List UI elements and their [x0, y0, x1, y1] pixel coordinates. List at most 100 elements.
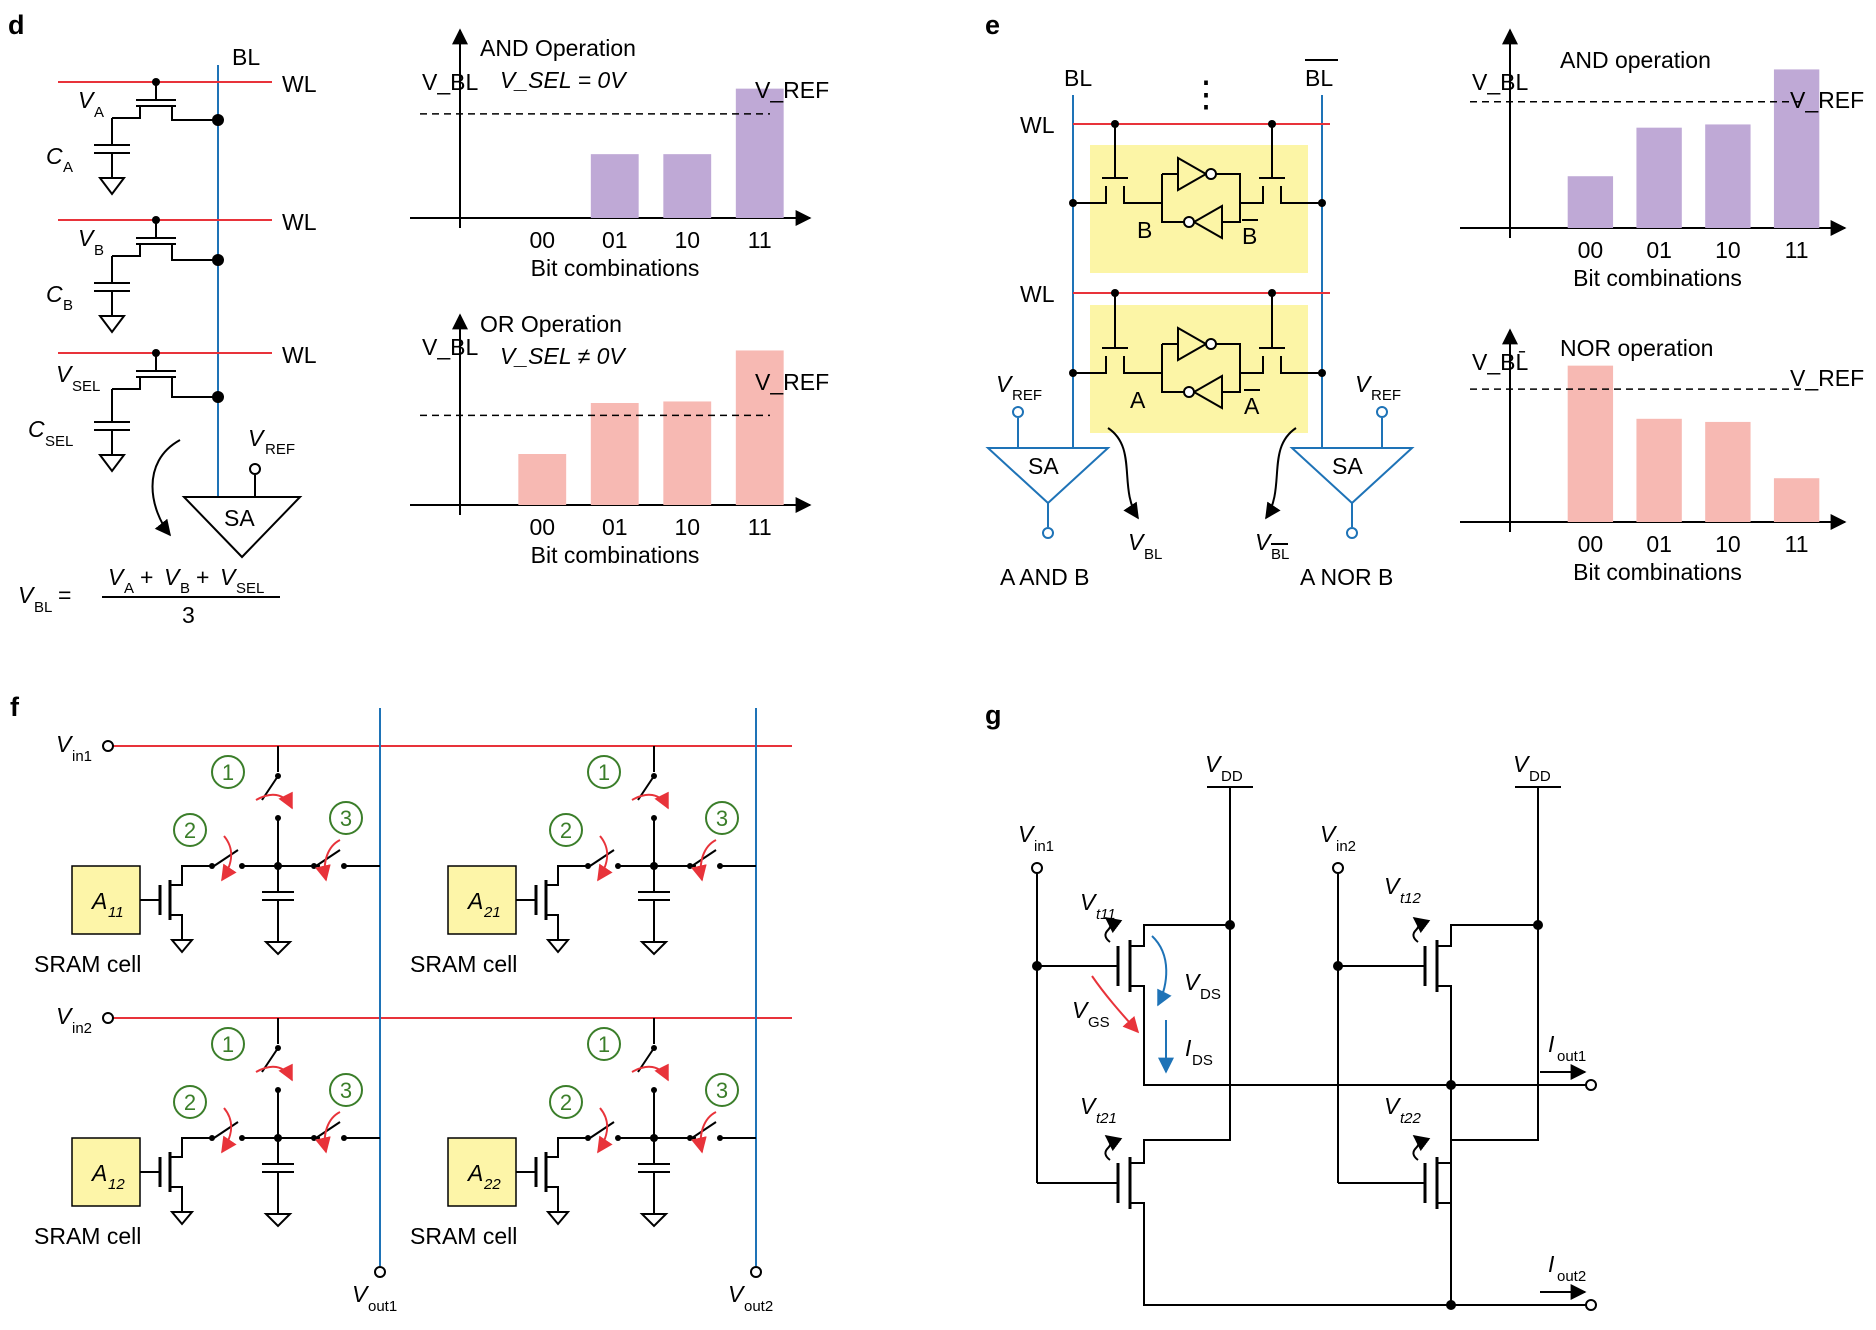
- dram-cell-sel: WL V SEL C SEL: [28, 342, 317, 473]
- svg-text:V: V: [1384, 1093, 1402, 1119]
- sense-amp-left: [985, 447, 1111, 505]
- sram-6t-cell-2: A A: [1069, 289, 1326, 419]
- step-marker: [329, 1073, 363, 1107]
- tick-label-11: 11: [748, 514, 772, 540]
- bar-10: [663, 154, 712, 218]
- vgs-arrow: [1091, 975, 1140, 1034]
- vbl-arrow-d: [151, 439, 181, 537]
- bar-chart-1: 00 01 10 11 Bit combinations AND Operation V_S…: [410, 28, 829, 281]
- bar-chart-4: 00 01 10 11 Bit combinations NOR operation V_B…: [1460, 328, 1864, 585]
- svg-text:V: V: [1072, 997, 1090, 1023]
- sram-block: [447, 1137, 517, 1207]
- tick-label-10: 10: [1715, 237, 1741, 263]
- bar-01: [1636, 418, 1682, 522]
- sram-block: [71, 1137, 141, 1207]
- svg-text:2: 2: [184, 818, 196, 843]
- bar-10: [1705, 421, 1751, 522]
- step-marker: [587, 755, 621, 789]
- svg-text:REF: REF: [1371, 387, 1401, 404]
- svg-text:V: V: [1255, 529, 1273, 555]
- vdd1-v: V: [1205, 751, 1223, 777]
- wl-label-d2: WL: [282, 209, 317, 235]
- svg-text:22: 22: [483, 1176, 501, 1193]
- svg-text:12: 12: [108, 1176, 125, 1193]
- bar-chart-2: 00 01 10 11 Bit combinations OR Operation V_SE…: [410, 311, 829, 568]
- va-sub: A: [94, 104, 104, 121]
- vin2-v: V: [56, 1003, 74, 1029]
- vsel-sub: SEL: [72, 378, 100, 395]
- svg-text:21: 21: [483, 904, 501, 921]
- svg-text:REF: REF: [1012, 387, 1042, 404]
- blbar-label-e: BL: [1305, 65, 1333, 91]
- transistor-t12: [1423, 924, 1586, 1306]
- sram-block: [71, 865, 141, 935]
- vdd1-sub: DD: [1221, 768, 1243, 785]
- vbl-arrow-e: [1107, 427, 1139, 520]
- y-axis-label: V_BL: [1472, 69, 1528, 95]
- step-marker: [173, 1085, 207, 1119]
- svg-text:V: V: [1184, 969, 1202, 995]
- svg-text:+: +: [196, 564, 209, 590]
- sram-cell-highlight-2: [1090, 305, 1308, 433]
- dram-cell-b: WL V B C B: [46, 209, 317, 334]
- sram-cell-label: SRAM cell: [410, 951, 517, 977]
- chart-subtitle: V_SEL = 0V: [500, 67, 628, 93]
- tick-label-01: 01: [602, 227, 628, 253]
- panel-e: e BL BL ⋮ WL WL B B: [985, 10, 1415, 590]
- svg-text:BL: BL: [1144, 546, 1162, 563]
- sram-crossbar-cell-11: A 11 SRAM cell 1 2 3: [34, 746, 380, 977]
- csel-c: C: [28, 416, 45, 442]
- sa-label-d: SA: [224, 505, 255, 531]
- sram-crossbar-cell-22: A 22 SRAM cell 1 2 3: [410, 1018, 756, 1249]
- tick-label-01: 01: [1646, 531, 1672, 557]
- svg-text:A: A: [124, 580, 134, 597]
- sram-cell-label: SRAM cell: [34, 951, 141, 977]
- tick-label-00: 00: [1578, 531, 1604, 557]
- node-abar: A: [1244, 393, 1260, 419]
- vout2-v: V: [728, 1281, 746, 1307]
- tick-label-10: 10: [674, 514, 700, 540]
- vsel-v: V: [56, 361, 74, 387]
- svg-text:DS: DS: [1192, 1052, 1213, 1069]
- sram-block: [447, 865, 517, 935]
- vout1-v: V: [352, 1281, 370, 1307]
- sram-cell-label: SRAM cell: [34, 1223, 141, 1249]
- transistor-t11: [1116, 924, 1586, 1086]
- vin1-sub: in1: [72, 748, 92, 765]
- svg-text:B: B: [180, 580, 190, 597]
- vref-e-left: V: [996, 371, 1014, 397]
- step-marker: [587, 1027, 621, 1061]
- step-marker: [705, 801, 739, 835]
- svg-text:V: V: [1080, 1093, 1098, 1119]
- bar-10: [1705, 124, 1751, 228]
- bar-01: [1636, 127, 1682, 228]
- svg-text:t21: t21: [1096, 1110, 1117, 1127]
- svg-text:out2: out2: [1557, 1268, 1586, 1285]
- svg-text:in2: in2: [1336, 838, 1356, 855]
- tick-label-01: 01: [602, 514, 628, 540]
- bar-11: [735, 350, 784, 505]
- wl-label-d3: WL: [282, 342, 317, 368]
- tick-label-01: 01: [1646, 237, 1672, 263]
- and-output-label: A AND B: [1000, 564, 1089, 590]
- vb-sub: B: [94, 242, 104, 259]
- x-axis-label: Bit combinations: [1573, 559, 1742, 585]
- step-marker: [705, 1073, 739, 1107]
- vout2-sub: out2: [744, 1298, 773, 1315]
- vblbar-arrow-e: [1265, 427, 1297, 520]
- svg-text:V: V: [164, 564, 182, 590]
- wl-label-e1: WL: [1020, 112, 1055, 138]
- chart-title: AND Operation: [480, 35, 636, 61]
- svg-text:GS: GS: [1088, 1014, 1110, 1031]
- svg-text:1: 1: [598, 1032, 610, 1057]
- svg-text:+: +: [140, 564, 153, 590]
- sram-cell-label: SRAM cell: [410, 1223, 517, 1249]
- panel-d: d BL WL V A C A WL: [8, 10, 317, 628]
- csel-sub: SEL: [45, 433, 73, 450]
- svg-text:BL: BL: [1271, 546, 1289, 563]
- bl-label-d: BL: [232, 44, 260, 70]
- cb-c: C: [46, 281, 63, 307]
- transistor-t22: [1423, 1085, 1539, 1209]
- x-axis-label: Bit combinations: [1573, 265, 1742, 291]
